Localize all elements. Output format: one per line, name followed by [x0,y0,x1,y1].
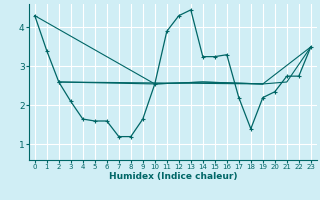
X-axis label: Humidex (Indice chaleur): Humidex (Indice chaleur) [108,172,237,181]
